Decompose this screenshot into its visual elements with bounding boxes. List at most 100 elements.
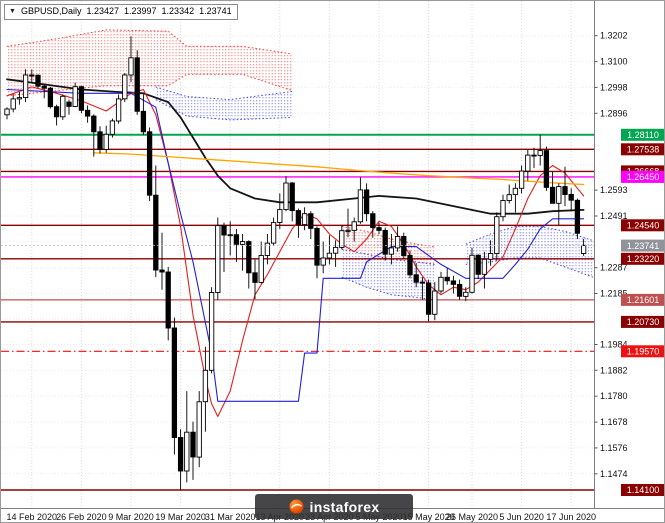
candlestick xyxy=(47,86,54,109)
candlestick xyxy=(246,240,252,289)
candlestick xyxy=(463,287,469,302)
candlestick xyxy=(444,268,450,285)
price-axis-label: 1.2287 xyxy=(600,263,628,273)
candlestick xyxy=(239,234,246,271)
candle-body xyxy=(295,210,302,225)
candlestick xyxy=(264,234,271,265)
candlestick xyxy=(556,183,562,226)
candlestick xyxy=(190,421,196,480)
candle-body xyxy=(382,229,388,255)
candle-body xyxy=(84,109,91,117)
symbol-dropdown-icon[interactable]: ▼ xyxy=(9,8,16,15)
candle-body xyxy=(394,236,401,249)
ichimoku-cloud-jun-blue-upper-line xyxy=(465,225,594,245)
candle-body xyxy=(190,431,196,458)
candle-body xyxy=(208,292,215,371)
candlestick xyxy=(308,211,314,239)
chart-title-bar: ▼ GBPUSD,Daily 1.23427 1.23997 1.23342 1… xyxy=(4,4,238,20)
candlestick xyxy=(233,228,240,262)
candlestick xyxy=(357,177,364,224)
candlestick xyxy=(382,227,388,261)
time-axis-label: 17 Jun 2020 xyxy=(546,512,596,522)
candlestick xyxy=(35,74,41,89)
time-axis-label: 19 Mar 2020 xyxy=(155,512,206,522)
candle-body xyxy=(370,213,376,229)
candle-body xyxy=(252,272,258,283)
price-axis-label: 1.2896 xyxy=(600,108,628,118)
candle-body xyxy=(165,271,171,329)
candle-body xyxy=(184,431,190,472)
price-level-1.27538-badge xyxy=(621,143,664,156)
candlestick xyxy=(419,277,426,300)
candle-body xyxy=(301,213,308,226)
price-level-1.28110-badge-text: 1.28110 xyxy=(627,130,659,140)
candlestick xyxy=(177,429,184,490)
ichimoku-cloud-feb-mar-blue-lower-line xyxy=(155,99,293,121)
candlestick xyxy=(531,147,537,169)
candle-body xyxy=(53,106,60,118)
candlestick xyxy=(432,282,438,321)
ichimoku-cloud-feb-mar-blue-upper-line xyxy=(155,86,293,101)
candle-body xyxy=(215,225,221,293)
candlestick xyxy=(283,176,289,212)
candles xyxy=(4,36,587,490)
watermark-text: instaforex xyxy=(309,498,380,515)
candle-body xyxy=(413,274,419,283)
candlestick xyxy=(469,247,475,294)
candle-body xyxy=(109,120,116,135)
candle-body xyxy=(339,230,345,248)
price-level-1.14100-badge-text: 1.14100 xyxy=(627,485,660,495)
candle-body xyxy=(314,227,320,266)
candle-body xyxy=(432,290,438,315)
ichimoku-cloud-apr-red xyxy=(341,226,435,265)
candle-body xyxy=(332,246,339,254)
price-level-1.21601-badge-text: 1.21601 xyxy=(627,295,660,305)
candlestick xyxy=(134,50,140,115)
candle-body xyxy=(140,110,147,133)
candlestick xyxy=(122,73,128,103)
candlestick xyxy=(425,279,432,322)
candle-body xyxy=(543,150,550,188)
time-axis-label: 26 May 2020 xyxy=(446,512,498,522)
candle-body xyxy=(171,327,178,438)
candlestick xyxy=(537,134,543,166)
candlestick xyxy=(487,240,494,266)
price-axis-label: 1.1882 xyxy=(600,365,628,375)
candle-body xyxy=(4,108,10,116)
candle-body xyxy=(556,186,562,204)
candle-body xyxy=(419,281,426,284)
candle-body xyxy=(22,74,29,99)
plot-area xyxy=(1,1,594,508)
candle-body xyxy=(549,186,556,204)
price-level-1.26450-badge xyxy=(621,170,664,183)
price-axis-label: 1.2185 xyxy=(600,289,628,299)
candlestick xyxy=(165,266,171,341)
price-level-1.19570-badge xyxy=(621,345,664,358)
candle-body xyxy=(320,257,326,266)
candle-body xyxy=(506,194,512,201)
candle-body xyxy=(351,221,357,231)
candlestick xyxy=(394,226,401,252)
candle-body xyxy=(16,97,23,100)
candle-body xyxy=(78,86,85,111)
candle-body xyxy=(289,182,295,212)
candle-body xyxy=(456,283,463,297)
candlestick xyxy=(16,92,23,105)
candlestick xyxy=(159,232,165,290)
candlestick xyxy=(227,221,233,256)
price-level-1.21601-badge xyxy=(621,293,664,306)
ma-slow-black xyxy=(6,78,585,215)
time-axis-label: 14 Feb 2020 xyxy=(7,512,58,522)
candlestick xyxy=(78,85,85,114)
candle-body xyxy=(159,269,165,273)
time-axis-label: 31 Mar 2020 xyxy=(205,512,256,522)
candlestick xyxy=(128,36,134,82)
ichimoku-cloud-feb-mar-blue xyxy=(155,86,293,120)
candle-body xyxy=(60,95,66,118)
price-level-1.27538-badge-text: 1.27538 xyxy=(627,145,660,155)
candle-body xyxy=(363,189,370,215)
candlestick xyxy=(258,241,264,284)
candle-body xyxy=(537,150,543,156)
candlestick xyxy=(208,287,215,374)
